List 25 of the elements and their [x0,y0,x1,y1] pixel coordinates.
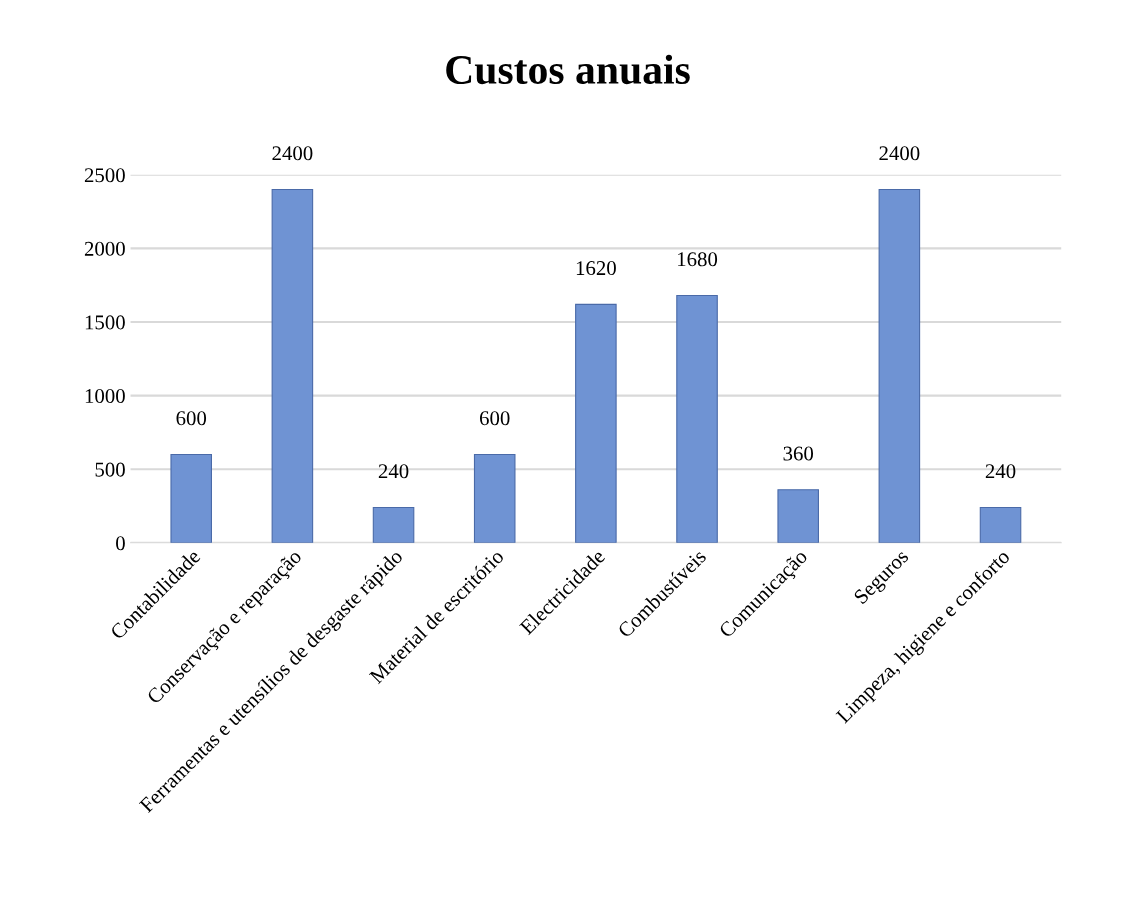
chart-title: Custos anuais [446,54,690,85]
data-label: 1620 [576,261,616,276]
data-label: 2400 [272,146,313,161]
bar [676,294,718,543]
bar [170,453,213,543]
y-tick-label: 2000 [84,241,125,256]
data-label: 240 [985,464,1016,479]
data-label: 1680 [678,252,718,267]
y-tick-label: 0 [116,536,125,551]
y-tick-label: 1000 [85,388,125,404]
data-label: 360 [783,446,814,461]
bar [473,453,516,543]
bar [979,506,1022,543]
y-tick-label: 500 [95,462,125,477]
bar [777,489,819,543]
data-label: 600 [176,411,207,426]
data-label: 240 [378,464,409,479]
bar [372,506,415,543]
y-tick-label: 2500 [84,168,125,183]
y-tick-label: 1500 [85,315,125,330]
bar [575,303,617,543]
data-label: 2400 [879,146,920,161]
bar [878,188,921,543]
bar [271,188,314,543]
data-label: 600 [479,411,510,426]
